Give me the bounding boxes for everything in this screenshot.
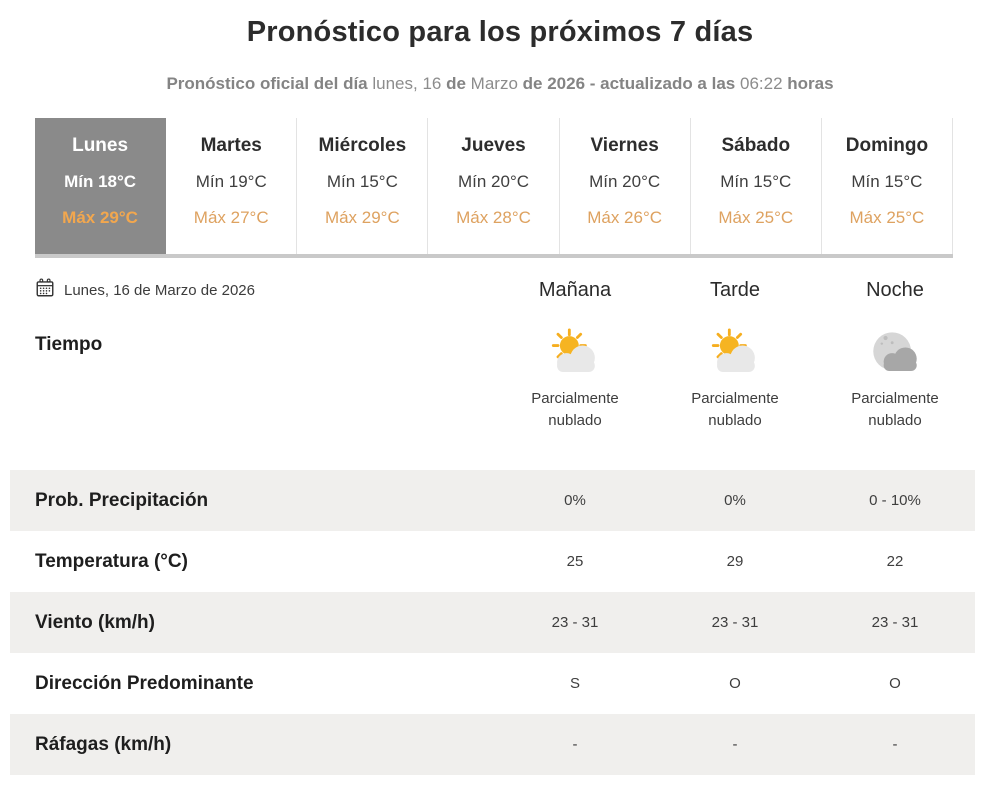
- row-label: Viento (km/h): [35, 611, 155, 633]
- weather-caption: Parcialmente nublado: [691, 390, 779, 429]
- row-label: Temperatura (°C): [35, 550, 188, 572]
- day-min-temp: Mín 15°C: [326, 172, 398, 191]
- day-max-temp: Máx 26°C: [587, 208, 663, 227]
- day-max-temp: Máx 29°C: [324, 208, 400, 227]
- page-title: Pronóstico para los próximos 7 días: [246, 16, 754, 48]
- subtitle-date: lunes, 16: [372, 74, 447, 93]
- row-value-noche: -: [892, 736, 898, 753]
- day-name: Lunes: [72, 135, 129, 156]
- row-value-manana: S: [569, 675, 580, 692]
- row-value-manana: 0%: [564, 492, 586, 509]
- partly-cloudy-day-icon: [495, 326, 655, 384]
- row-label-tiempo: Tiempo: [35, 334, 103, 355]
- column-header-manana: Mañana: [538, 278, 612, 301]
- column-header-tarde: Tarde: [709, 278, 761, 301]
- day-tab-domingo[interactable]: Domingo Mín 15°C Máx 25°C: [821, 118, 953, 254]
- tabs-underline: [35, 254, 953, 258]
- subtitle-segment: - actualizado a las: [589, 74, 740, 93]
- row-value-tarde: -: [732, 736, 738, 753]
- day-tab-jueves[interactable]: Jueves Mín 20°C Máx 28°C: [428, 118, 560, 254]
- subtitle-update-time: 06:22: [739, 74, 788, 93]
- table-row-precipitation: Prob. Precipitación 0% 0% 0 - 10%: [10, 470, 975, 531]
- table-row-wind-direction: Dirección Predominante S O O: [10, 653, 975, 714]
- table-row-gusts: Ráfagas (km/h) - - -: [10, 714, 975, 775]
- row-value-tarde: 29: [726, 553, 744, 570]
- selected-date: Lunes, 16 de Marzo de 2026: [10, 277, 495, 303]
- weather-caption: Parcialmente nublado: [851, 390, 939, 429]
- day-tab-lunes[interactable]: Lunes Mín 18°C Máx 29°C: [35, 118, 167, 254]
- day-name: Viernes: [590, 135, 659, 156]
- day-name: Domingo: [845, 135, 929, 156]
- column-header-noche: Noche: [866, 278, 924, 301]
- row-value-manana: 23 - 31: [551, 614, 599, 631]
- day-tab-sabado[interactable]: Sábado Mín 15°C Máx 25°C: [690, 118, 822, 254]
- weather-cell-tarde: Parcialmente nublado: [655, 318, 815, 432]
- day-tabs: Lunes Mín 18°C Máx 29°C Martes Mín 19°C …: [35, 118, 953, 254]
- row-value-noche: 22: [886, 553, 904, 570]
- forecast-subtitle: Pronóstico oficial del día lunes, 16 de …: [0, 74, 1000, 94]
- day-max-temp: Máx 29°C: [62, 208, 138, 227]
- subtitle-segment: Pronóstico oficial del día: [166, 74, 373, 93]
- weather-cell-manana: Parcialmente nublado: [495, 318, 655, 432]
- day-tab-martes[interactable]: Martes Mín 19°C Máx 27°C: [166, 118, 298, 254]
- table-row-temperature: Temperatura (°C) 25 29 22: [10, 531, 975, 592]
- day-min-temp: Mín 15°C: [851, 172, 923, 191]
- subtitle-segment: de 2026: [522, 74, 590, 93]
- weather-caption: Parcialmente nublado: [531, 390, 619, 429]
- partly-cloudy-day-icon: [655, 326, 815, 384]
- row-value-manana: -: [572, 736, 578, 753]
- day-min-temp: Mín 19°C: [195, 172, 267, 191]
- row-label: Dirección Predominante: [35, 672, 254, 694]
- row-value-tarde: 23 - 31: [711, 614, 759, 631]
- day-min-temp: Mín 20°C: [457, 172, 530, 191]
- day-min-temp: Mín 15°C: [720, 172, 792, 191]
- row-value-tarde: 0%: [724, 492, 746, 509]
- day-max-temp: Máx 27°C: [193, 208, 269, 227]
- row-value-noche: 23 - 31: [871, 614, 919, 631]
- subtitle-month: Marzo: [470, 74, 523, 93]
- detail-header: Lunes, 16 de Marzo de 2026 Mañana Tarde …: [10, 268, 975, 312]
- forecast-page: Pronóstico para los próximos 7 días Pron…: [0, 16, 1000, 775]
- calendar-icon: [35, 277, 55, 303]
- day-min-temp: Mín 18°C: [64, 172, 137, 191]
- day-name: Jueves: [461, 135, 526, 156]
- day-tab-miercoles[interactable]: Miércoles Mín 15°C Máx 29°C: [297, 118, 429, 254]
- weather-cell-noche: Parcialmente nublado: [815, 318, 975, 432]
- day-min-temp: Mín 20°C: [589, 172, 661, 191]
- partly-cloudy-night-icon: [815, 326, 975, 384]
- date-label: Lunes, 16 de Marzo de 2026: [64, 281, 255, 299]
- row-value-tarde: O: [729, 675, 741, 692]
- row-label: Ráfagas (km/h): [35, 733, 172, 755]
- weather-row: Tiempo: [10, 318, 975, 470]
- day-max-temp: Máx 25°C: [849, 208, 925, 227]
- day-max-temp: Máx 28°C: [456, 208, 531, 227]
- day-name: Miércoles: [318, 135, 407, 156]
- day-name: Martes: [200, 135, 262, 156]
- day-max-temp: Máx 25°C: [718, 208, 794, 227]
- subtitle-segment: de: [446, 74, 471, 93]
- row-value-noche: O: [889, 675, 901, 692]
- row-label: Prob. Precipitación: [35, 489, 209, 511]
- day-name: Sábado: [721, 135, 791, 156]
- day-tab-viernes[interactable]: Viernes Mín 20°C Máx 26°C: [559, 118, 691, 254]
- row-value-manana: 25: [566, 553, 584, 570]
- subtitle-segment: horas: [787, 74, 834, 93]
- row-value-noche: 0 - 10%: [869, 492, 921, 509]
- table-row-wind: Viento (km/h) 23 - 31 23 - 31 23 - 31: [10, 592, 975, 653]
